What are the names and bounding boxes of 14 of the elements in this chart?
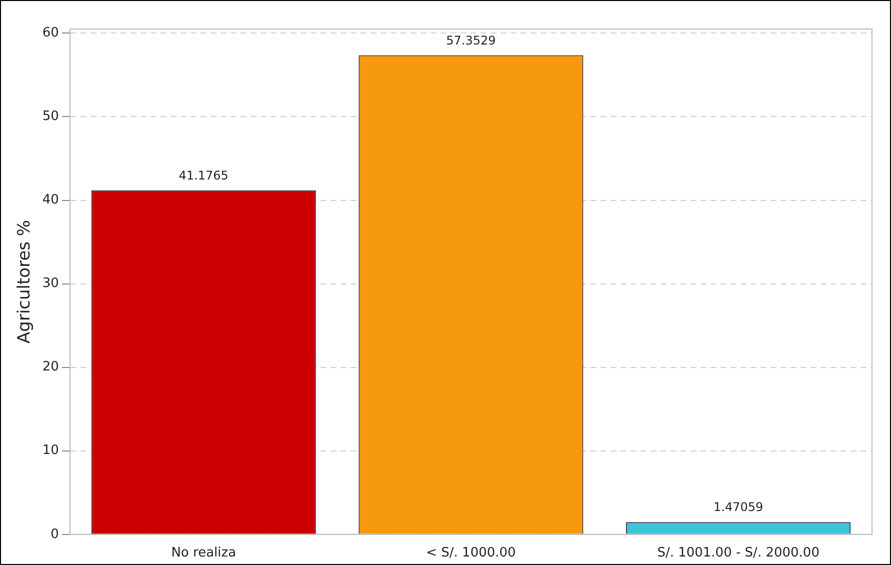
x-tick-label: < S/. 1000.00 [426, 546, 516, 561]
y-tick-label: 0 [50, 526, 59, 542]
y-tick-label: 40 [42, 192, 59, 208]
y-tick-label: 10 [42, 443, 59, 458]
data-label: 57.3529 [446, 33, 496, 48]
y-axis-title: Agricultores % [14, 220, 35, 344]
y-tick-label: 30 [42, 276, 59, 292]
x-tick-label: S/. 1001.00 - S/. 2000.00 [657, 546, 820, 561]
x-tick-label: No realiza [171, 546, 236, 561]
y-tick-label: 60 [42, 26, 59, 41]
data-label: 1.47059 [714, 500, 764, 514]
data-label: 41.1765 [178, 168, 228, 183]
y-tick-label: 50 [42, 109, 59, 124]
y-tick-label: 20 [42, 360, 59, 375]
